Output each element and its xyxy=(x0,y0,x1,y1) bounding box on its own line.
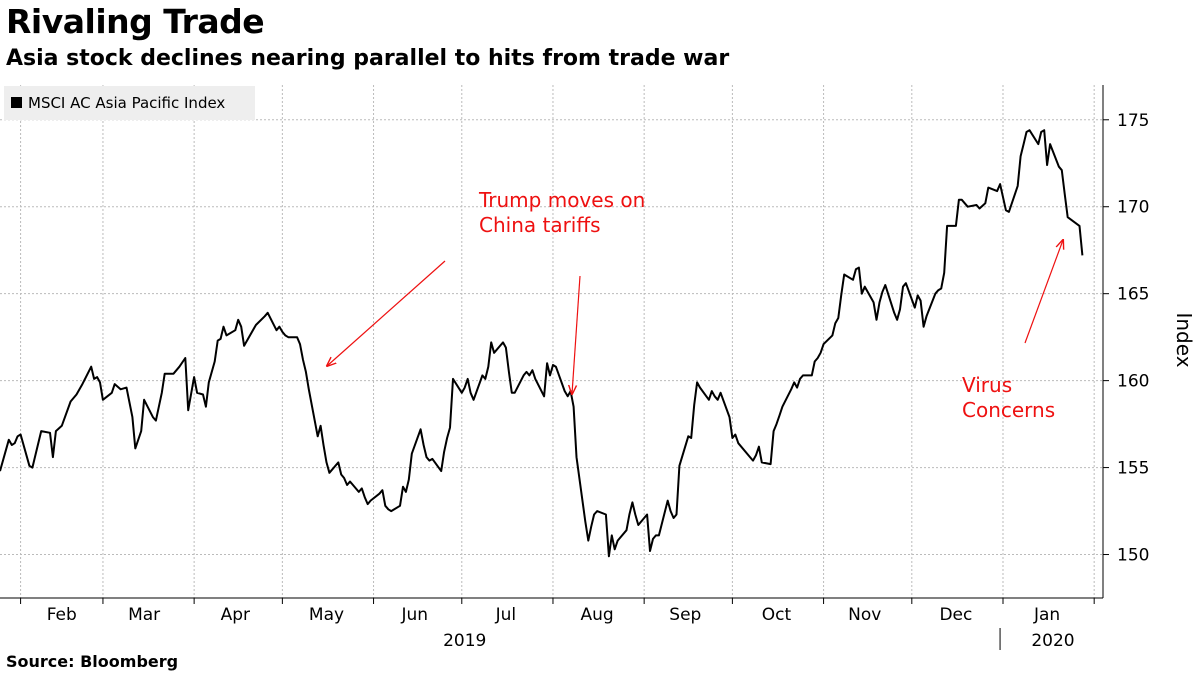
y-tick-label: 165 xyxy=(1117,285,1149,305)
legend: MSCI AC Asia Pacific Index xyxy=(4,86,255,120)
chart-subtitle: Asia stock declines nearing parallel to … xyxy=(6,46,730,71)
annotation-text-line: Trump moves on xyxy=(478,188,645,212)
x-tick-label: Aug xyxy=(580,605,613,625)
legend-swatch xyxy=(11,97,22,108)
x-year-label: 2019 xyxy=(443,631,486,651)
y-tick-label: 175 xyxy=(1117,111,1149,131)
y-tick-label: 170 xyxy=(1117,198,1149,218)
x-tick-label: Jan xyxy=(1033,605,1060,625)
series-layer xyxy=(0,129,1084,558)
annotation-arrow xyxy=(572,275,581,394)
annotation-text-line: China tariffs xyxy=(479,213,601,237)
annotation-text: Virus Concerns xyxy=(962,373,1055,422)
y-tick-label: 155 xyxy=(1117,459,1149,479)
x-tick-label: Apr xyxy=(221,605,250,625)
series-line xyxy=(0,129,1084,558)
chart-title: Rivaling Trade xyxy=(6,2,265,41)
legend-background xyxy=(4,86,255,120)
x-tick-label: Sep xyxy=(669,605,701,625)
legend-label: MSCI AC Asia Pacific Index xyxy=(28,94,225,112)
x-tick-label: Nov xyxy=(848,605,881,625)
annotation-arrow xyxy=(327,260,446,366)
x-tick-label: Feb xyxy=(47,605,77,625)
x-tick-label: May xyxy=(309,605,344,625)
x-tick-label: Jun xyxy=(400,605,428,625)
grid-layer xyxy=(0,85,1103,598)
axis-layer: 150 155 160 165 170 175 Feb Mar Apr May Jun Jul Aug S… xyxy=(0,85,1149,651)
source-note: Source: Bloomberg xyxy=(6,652,179,671)
x-tick-label: Oct xyxy=(762,605,792,625)
y-tick-label: 160 xyxy=(1117,372,1149,392)
x-tick-label: Dec xyxy=(939,605,972,625)
annotation-text: Trump moves on China tariffs xyxy=(478,188,645,237)
x-tick-label: Mar xyxy=(128,605,160,625)
annotation-layer: Trump moves on China tariffs Virus Concerns xyxy=(327,188,1063,422)
annotation-text-line: Concerns xyxy=(962,398,1055,422)
y-tick-label: 150 xyxy=(1117,546,1149,566)
y-axis-label: Index xyxy=(1172,312,1196,367)
x-tick-label: Jul xyxy=(495,605,517,625)
annotation-arrow xyxy=(1024,240,1063,344)
annotation-text-line: Virus xyxy=(962,373,1012,397)
x-year-label: 2020 xyxy=(1031,631,1074,651)
